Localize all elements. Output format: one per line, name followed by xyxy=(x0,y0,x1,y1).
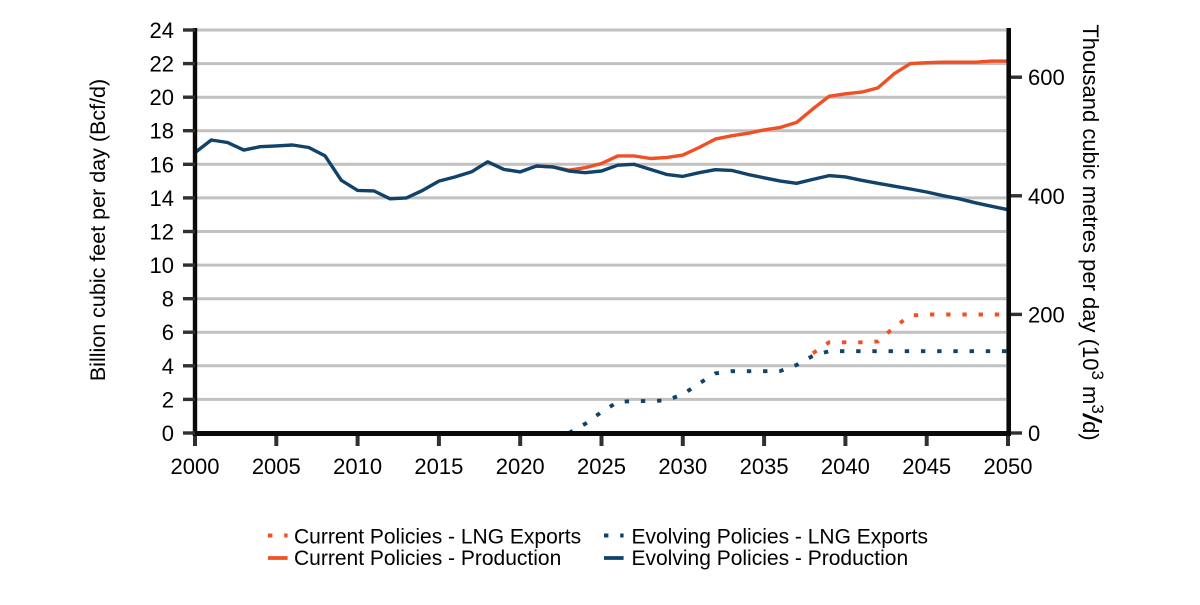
svg-text:2045: 2045 xyxy=(902,454,951,479)
svg-text:2020: 2020 xyxy=(496,454,545,479)
svg-text:16: 16 xyxy=(150,152,174,177)
svg-text:200: 200 xyxy=(1028,302,1065,327)
svg-text:24: 24 xyxy=(150,18,174,43)
svg-text:2005: 2005 xyxy=(252,454,301,479)
svg-text:Evolving Policies - Production: Evolving Policies - Production xyxy=(632,547,909,570)
svg-text:18: 18 xyxy=(150,119,174,144)
svg-text:Evolving Policies - LNG Export: Evolving Policies - LNG Exports xyxy=(632,526,928,549)
svg-text:8: 8 xyxy=(162,287,174,312)
svg-text:10: 10 xyxy=(150,253,174,278)
svg-text:20: 20 xyxy=(150,85,174,110)
svg-text:2: 2 xyxy=(162,387,174,412)
svg-text:2025: 2025 xyxy=(577,454,626,479)
svg-text:2030: 2030 xyxy=(658,454,707,479)
svg-text:400: 400 xyxy=(1028,184,1065,209)
svg-text:2035: 2035 xyxy=(740,454,789,479)
svg-text:2015: 2015 xyxy=(414,454,463,479)
svg-text:2010: 2010 xyxy=(333,454,382,479)
svg-text:4: 4 xyxy=(162,354,174,379)
svg-text:Current Policies - LNG Exports: Current Policies - LNG Exports xyxy=(294,526,581,549)
svg-text:12: 12 xyxy=(150,220,174,245)
svg-text:14: 14 xyxy=(150,186,174,211)
svg-text:2050: 2050 xyxy=(984,454,1033,479)
svg-text:22: 22 xyxy=(150,52,174,77)
svg-text:Billion cubic feet per day (Bc: Billion cubic feet per day (Bcf/d) xyxy=(86,79,110,381)
svg-text:Current Policies - Production: Current Policies - Production xyxy=(294,547,561,570)
svg-text:600: 600 xyxy=(1028,65,1065,90)
svg-text:6: 6 xyxy=(162,320,174,345)
svg-text:2000: 2000 xyxy=(171,454,220,479)
svg-text:2040: 2040 xyxy=(821,454,870,479)
svg-text:0: 0 xyxy=(162,421,174,446)
svg-text:0: 0 xyxy=(1028,421,1040,446)
